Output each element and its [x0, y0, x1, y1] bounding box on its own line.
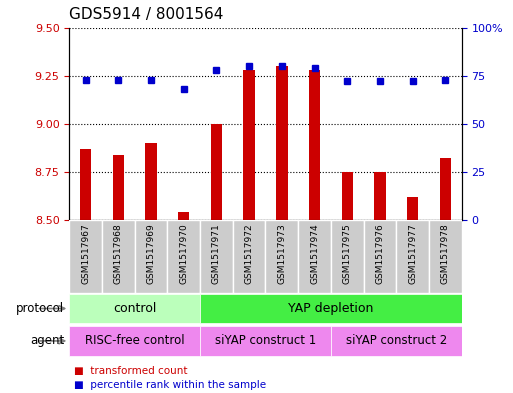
Bar — [233, 220, 266, 293]
Text: ■  transformed count: ■ transformed count — [74, 366, 188, 376]
Bar — [69, 220, 102, 293]
Bar — [200, 294, 462, 323]
Text: GDS5914 / 8001564: GDS5914 / 8001564 — [69, 7, 224, 22]
Text: GSM1517969: GSM1517969 — [147, 224, 155, 285]
Text: GSM1517970: GSM1517970 — [179, 224, 188, 285]
Text: GSM1517974: GSM1517974 — [310, 224, 319, 285]
Bar — [200, 326, 331, 356]
Text: GSM1517973: GSM1517973 — [278, 224, 286, 285]
Bar — [429, 220, 462, 293]
Bar — [331, 220, 364, 293]
Bar — [102, 220, 134, 293]
Text: GSM1517971: GSM1517971 — [212, 224, 221, 285]
Text: siYAP construct 2: siYAP construct 2 — [346, 334, 447, 347]
Bar — [407, 197, 419, 220]
Bar — [211, 124, 222, 220]
Text: GSM1517975: GSM1517975 — [343, 224, 352, 285]
Text: GSM1517978: GSM1517978 — [441, 224, 450, 285]
Bar — [342, 172, 353, 220]
Text: GSM1517972: GSM1517972 — [245, 224, 253, 285]
Text: protocol: protocol — [16, 302, 64, 315]
Text: ■  percentile rank within the sample: ■ percentile rank within the sample — [74, 380, 267, 390]
Bar — [309, 70, 320, 220]
Bar — [396, 220, 429, 293]
Bar — [69, 326, 200, 356]
Bar — [69, 294, 200, 323]
Text: GSM1517976: GSM1517976 — [376, 224, 384, 285]
Text: RISC-free control: RISC-free control — [85, 334, 185, 347]
Text: GSM1517967: GSM1517967 — [81, 224, 90, 285]
Bar — [440, 158, 451, 220]
Bar — [298, 220, 331, 293]
Bar — [200, 220, 233, 293]
Bar — [331, 326, 462, 356]
Bar — [134, 220, 167, 293]
Bar — [145, 143, 157, 220]
Bar — [80, 149, 91, 220]
Text: GSM1517977: GSM1517977 — [408, 224, 417, 285]
Text: YAP depletion: YAP depletion — [288, 302, 373, 315]
Bar — [178, 212, 189, 220]
Bar — [364, 220, 396, 293]
Text: GSM1517968: GSM1517968 — [114, 224, 123, 285]
Text: agent: agent — [30, 334, 64, 347]
Bar — [112, 154, 124, 220]
Bar — [265, 220, 298, 293]
Text: siYAP construct 1: siYAP construct 1 — [215, 334, 316, 347]
Bar — [167, 220, 200, 293]
Bar — [276, 66, 288, 220]
Text: control: control — [113, 302, 156, 315]
Bar — [374, 172, 386, 220]
Bar — [243, 70, 255, 220]
